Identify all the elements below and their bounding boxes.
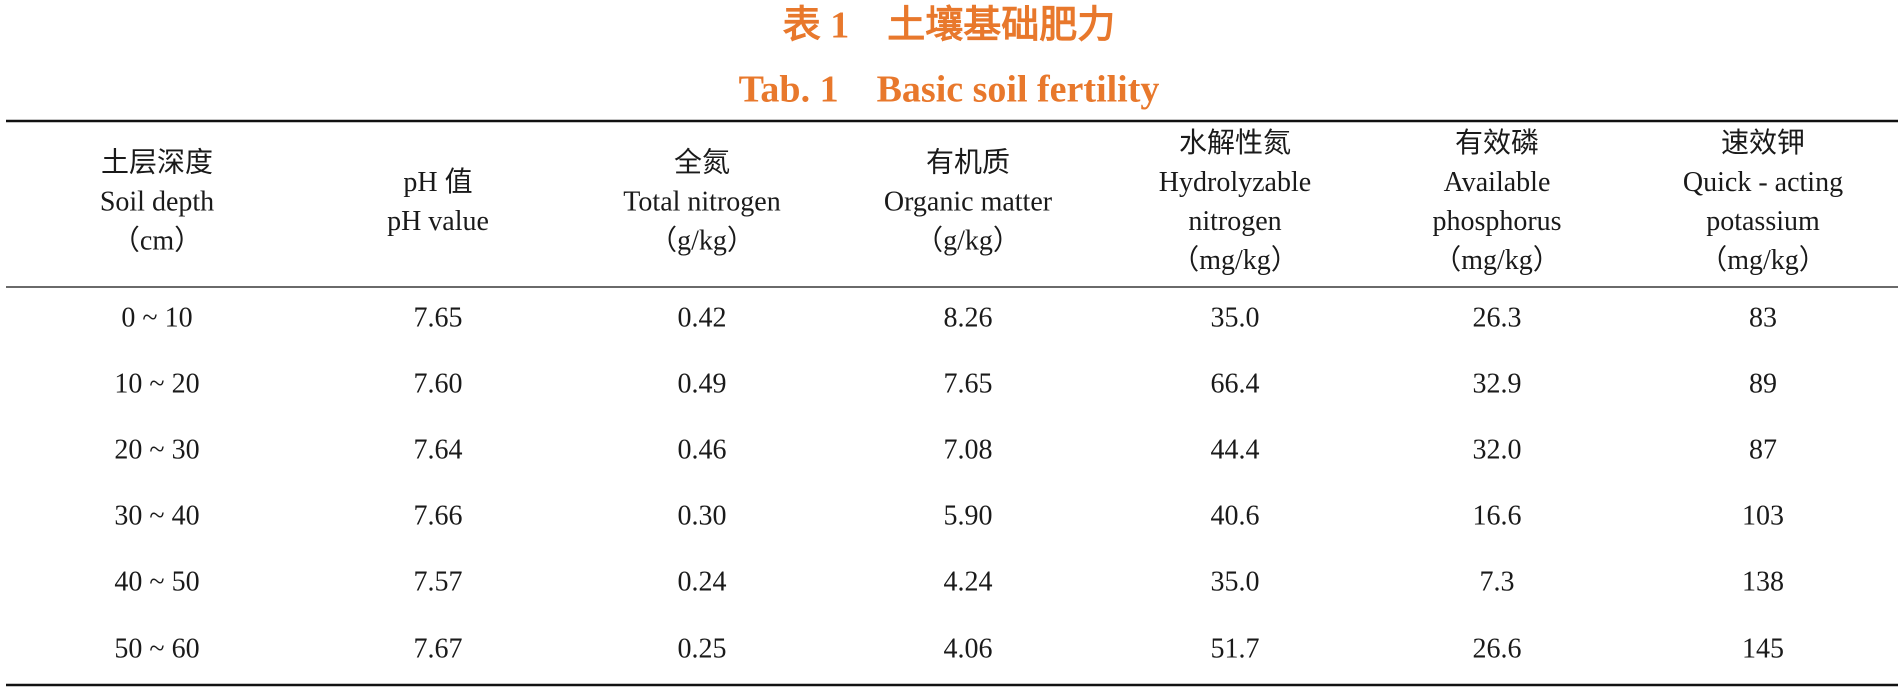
table-cell: 4.06: [944, 633, 993, 664]
table-cell: 8.26: [944, 302, 993, 333]
table-cell: 89: [1749, 368, 1777, 399]
column-header: 土层深度: [101, 146, 213, 178]
column-header: potassium: [1706, 206, 1820, 237]
table-cell: 83: [1749, 302, 1777, 333]
table-cell: 7.67: [414, 633, 463, 664]
table-cell: 7.3: [1480, 566, 1515, 597]
table-cell: 26.6: [1473, 633, 1522, 664]
table-cell: 7.08: [944, 434, 993, 465]
title-cn: 表 1 土壤基础肥力: [783, 4, 1116, 47]
table-cell: 30 ~ 40: [114, 500, 199, 531]
table-cell: 44.4: [1211, 434, 1260, 465]
table-cell: 0.25: [678, 633, 727, 664]
column-header: Available: [1444, 167, 1551, 198]
table-cell: 7.60: [414, 368, 463, 399]
table-cell: 66.4: [1211, 368, 1260, 399]
table-cell: 0.24: [678, 566, 727, 597]
table-cell: 145: [1742, 633, 1784, 664]
column-header: （cm）: [112, 224, 202, 256]
table-cell: 87: [1749, 434, 1777, 465]
table-cell: 7.57: [414, 566, 463, 597]
table-cell: 7.65: [414, 302, 463, 333]
column-header: （mg/kg）: [1433, 244, 1561, 276]
table-cell: 0.30: [678, 500, 727, 531]
title-en: Tab. 1 Basic soil fertility: [739, 69, 1160, 111]
column-header: （g/kg）: [649, 224, 755, 256]
column-header: （mg/kg）: [1171, 244, 1299, 276]
table-cell: 103: [1742, 500, 1784, 531]
table-cell: 0.46: [678, 434, 727, 465]
column-header: （mg/kg）: [1699, 244, 1827, 276]
table-cell: 20 ~ 30: [114, 434, 199, 465]
column-header: Hydrolyzable: [1159, 167, 1311, 198]
table-cell: 0.49: [678, 368, 727, 399]
table-cell: 4.24: [944, 566, 993, 597]
table-cell: 40.6: [1211, 500, 1260, 531]
table-cell: 40 ~ 50: [114, 566, 199, 597]
column-header: pH value: [387, 206, 489, 237]
table-cell: 51.7: [1211, 633, 1260, 664]
table-cell: 32.0: [1473, 434, 1522, 465]
column-header: 速效钾: [1721, 127, 1805, 159]
table-cell: 16.6: [1473, 500, 1522, 531]
table-cell: 7.64: [414, 434, 463, 465]
column-header: nitrogen: [1188, 206, 1281, 237]
table-cell: 138: [1742, 566, 1784, 597]
table-cell: 26.3: [1473, 302, 1522, 333]
table-cell: 32.9: [1473, 368, 1522, 399]
column-header: Soil depth: [100, 186, 214, 217]
table-cell: 50 ~ 60: [114, 633, 199, 664]
column-header: phosphorus: [1432, 206, 1561, 237]
column-header: Organic matter: [884, 186, 1053, 217]
column-header: （g/kg）: [915, 224, 1021, 256]
table-cell: 5.90: [944, 500, 993, 531]
table-cell: 35.0: [1211, 302, 1260, 333]
column-header: 水解性氮: [1179, 127, 1291, 159]
table-cell: 35.0: [1211, 566, 1260, 597]
table-cell: 0.42: [678, 302, 727, 333]
column-header: Quick - acting: [1683, 167, 1843, 198]
column-header: 全氮: [674, 146, 730, 178]
table-cell: 10 ~ 20: [114, 368, 199, 399]
column-header: 有机质: [926, 146, 1010, 178]
table-cell: 7.66: [414, 500, 463, 531]
column-header: Total nitrogen: [623, 186, 780, 217]
table-cell: 7.65: [944, 368, 993, 399]
column-header: pH 值: [403, 166, 472, 198]
column-header: 有效磷: [1455, 127, 1539, 159]
table-cell: 0 ~ 10: [121, 302, 192, 333]
